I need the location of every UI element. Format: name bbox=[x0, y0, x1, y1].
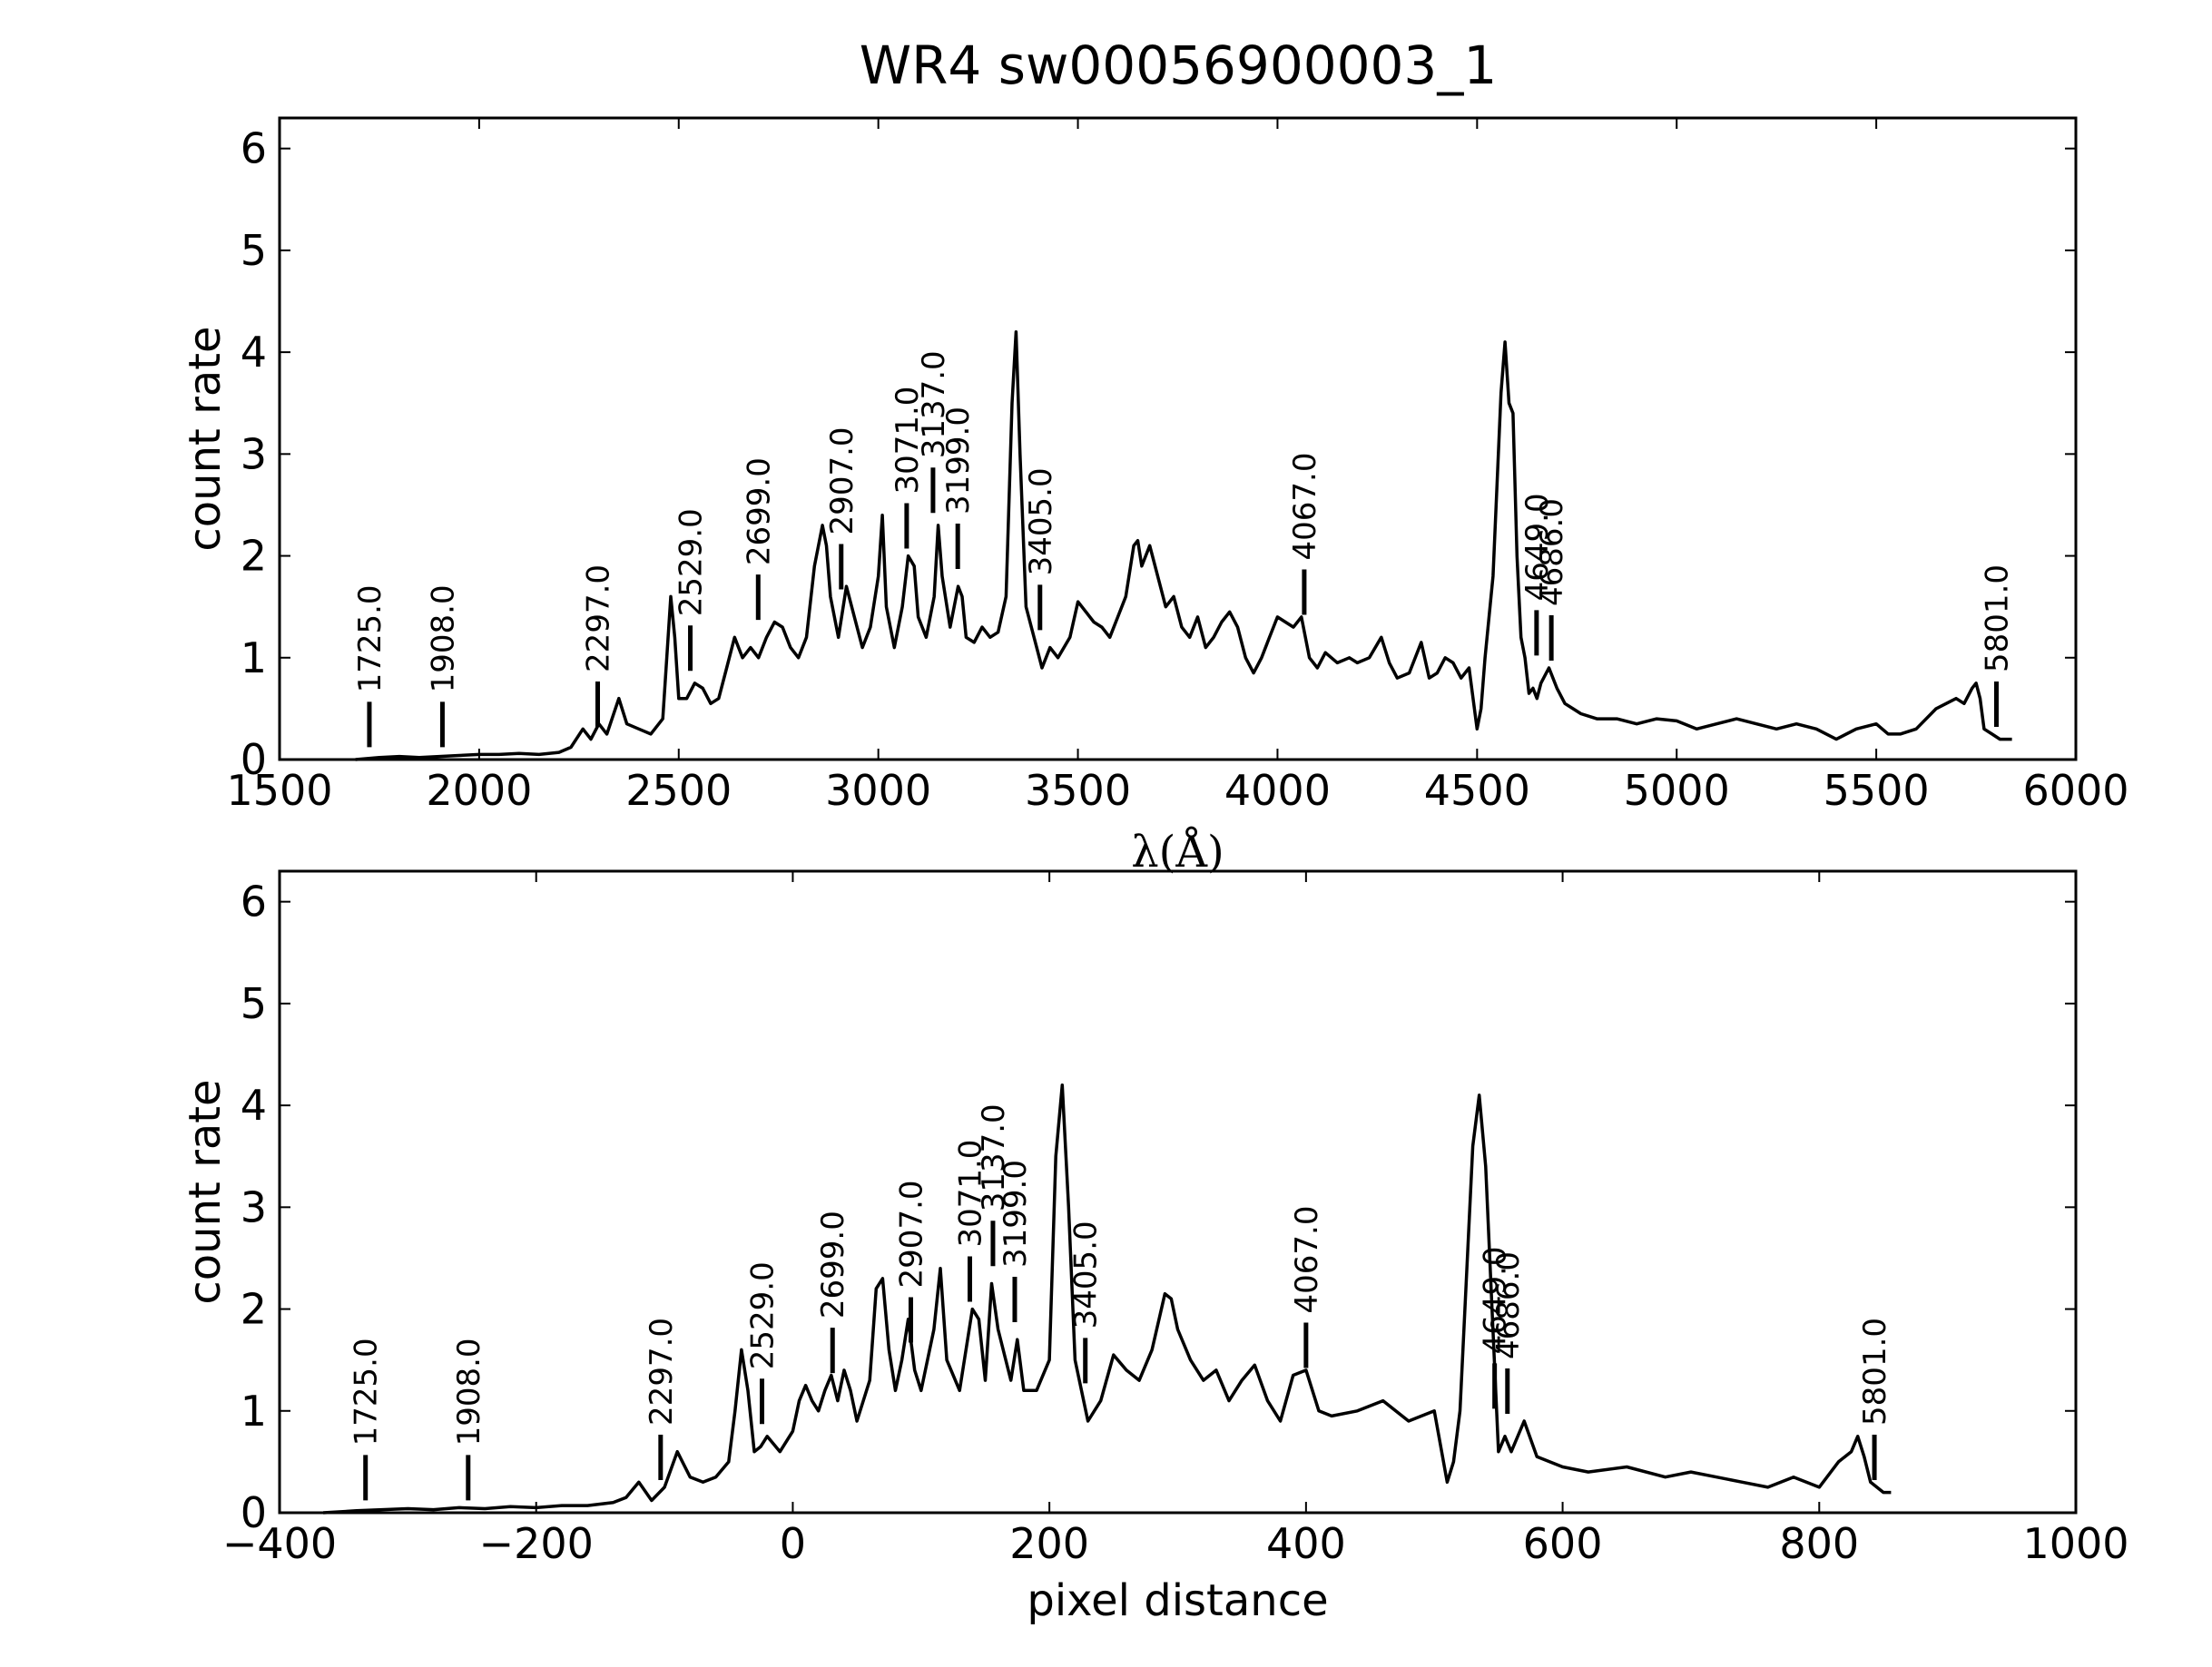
line-marker-label: 2699.0 bbox=[741, 457, 777, 565]
line-marker-label: 4649.0 bbox=[1478, 1246, 1514, 1354]
line-marker-label: 3199.0 bbox=[940, 407, 977, 515]
spectrum-line bbox=[355, 329, 2012, 761]
y-tick-label: 5 bbox=[241, 226, 267, 275]
line-marker-label: 3405.0 bbox=[1068, 1221, 1105, 1329]
y-tick-label: 2 bbox=[241, 1285, 267, 1334]
line-marker-label: 3137.0 bbox=[976, 1103, 1012, 1211]
y-axis-label: count rate bbox=[180, 326, 231, 551]
x-tick-label: −400 bbox=[222, 1519, 337, 1568]
line-marker-label: 1908.0 bbox=[425, 584, 461, 692]
y-tick-label: 6 bbox=[241, 878, 267, 927]
plot-frame bbox=[278, 869, 2078, 1515]
bottom-panel-pixel-distance: 1725.0 1908.0 2297.0 2529.0 2699.0 2907.0 3071… bbox=[180, 869, 2129, 1626]
line-marker-label: 2297.0 bbox=[644, 1318, 680, 1426]
line-marker-label: 2907.0 bbox=[824, 427, 860, 534]
line-marker-label: 4067.0 bbox=[1289, 1206, 1325, 1314]
line-marker-label: 5801.0 bbox=[1857, 1318, 1893, 1426]
x-tick-label: 4000 bbox=[1224, 766, 1331, 815]
x-axis-label: pixel distance bbox=[1027, 1575, 1328, 1626]
line-marker-label: 3405.0 bbox=[1023, 467, 1059, 575]
line-marker-label: 1725.0 bbox=[349, 1338, 385, 1446]
line-marker-label: 2907.0 bbox=[893, 1180, 929, 1288]
x-tick-label: 3500 bbox=[1025, 766, 1131, 815]
y-tick-label: 1 bbox=[241, 1387, 267, 1436]
x-tick-label: 1000 bbox=[2022, 1519, 2128, 1568]
x-tick-label: 5500 bbox=[1824, 766, 1930, 815]
y-tick-label: 5 bbox=[241, 979, 267, 1028]
y-tick-label: 3 bbox=[241, 1182, 267, 1231]
line-marker-label: 4067.0 bbox=[1287, 453, 1323, 561]
y-tick-label: 1 bbox=[241, 633, 267, 682]
line-marker-label: 3137.0 bbox=[916, 350, 952, 458]
line-marker-label: 1725.0 bbox=[352, 584, 388, 692]
y-tick-label: 0 bbox=[241, 1488, 267, 1537]
line-marker-label: 3199.0 bbox=[998, 1160, 1034, 1268]
top-panel-wavelength: 1725.0 1908.0 2297.0 2529.0 2699.0 2907.0 3071… bbox=[180, 116, 2129, 878]
y-tick-label: 4 bbox=[241, 1081, 267, 1130]
y-tick-label: 3 bbox=[241, 429, 267, 478]
x-tick-label: 600 bbox=[1523, 1519, 1603, 1568]
line-marker-label: 4686.0 bbox=[1534, 498, 1570, 606]
x-tick-label: 400 bbox=[1266, 1519, 1346, 1568]
line-marker-label: 2529.0 bbox=[673, 508, 710, 616]
line-marker-label: 2297.0 bbox=[581, 564, 617, 672]
spectrum-line bbox=[322, 1083, 1892, 1515]
y-tick-label: 4 bbox=[241, 328, 267, 377]
y-tick-label: 6 bbox=[241, 124, 267, 173]
line-marker-label: 2699.0 bbox=[815, 1211, 851, 1319]
x-tick-label: 2000 bbox=[426, 766, 532, 815]
x-tick-label: −200 bbox=[479, 1519, 594, 1568]
line-marker-label: 2529.0 bbox=[745, 1261, 782, 1369]
line-marker-label: 4686.0 bbox=[1490, 1251, 1527, 1359]
x-tick-label: 2500 bbox=[625, 766, 732, 815]
line-marker-label: 4649.0 bbox=[1519, 493, 1556, 601]
y-tick-label: 0 bbox=[241, 735, 267, 784]
line-marker-label: 3071.0 bbox=[890, 387, 926, 495]
x-tick-label: 6000 bbox=[2022, 766, 2128, 815]
line-marker-label: 1908.0 bbox=[451, 1338, 487, 1446]
plot-frame bbox=[278, 116, 2078, 761]
line-marker-label: 5801.0 bbox=[1979, 564, 2015, 672]
y-tick-label: 2 bbox=[241, 532, 267, 581]
x-tick-label: 200 bbox=[1009, 1519, 1089, 1568]
line-marker-label: 3071.0 bbox=[953, 1140, 989, 1248]
chart-title: WR4 sw00056900003_1 bbox=[860, 34, 1497, 96]
x-tick-label: 4500 bbox=[1424, 766, 1530, 815]
x-tick-label: 5000 bbox=[1624, 766, 1730, 815]
x-tick-label: 1500 bbox=[226, 766, 332, 815]
x-tick-label: 800 bbox=[1779, 1519, 1859, 1568]
y-axis-label: count rate bbox=[180, 1079, 231, 1304]
x-tick-label: 3000 bbox=[825, 766, 931, 815]
x-tick-label: 0 bbox=[780, 1519, 806, 1568]
x-axis-label: λ(Å) bbox=[1131, 826, 1224, 878]
